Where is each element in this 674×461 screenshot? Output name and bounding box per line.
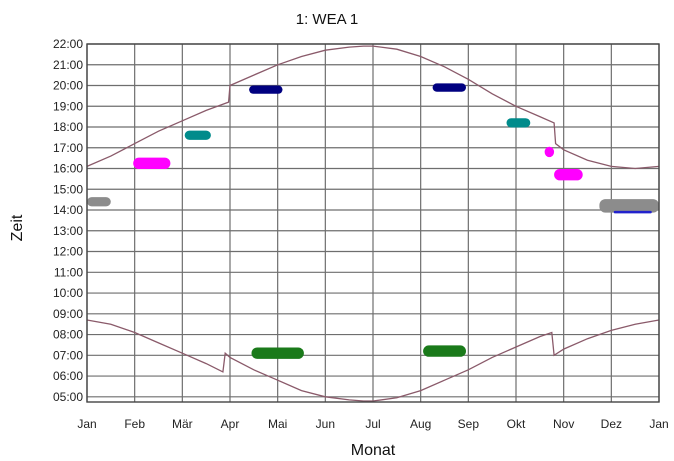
grid xyxy=(86,43,660,402)
chart-title: 1: WEA 1 xyxy=(296,11,359,28)
x-tick-label: Mär xyxy=(172,417,193,431)
y-tick-label: 07:00 xyxy=(53,348,83,362)
y-tick-label: 15:00 xyxy=(53,182,83,196)
y-axis-label: Zeit xyxy=(9,214,26,241)
shadow-blob-magenta xyxy=(544,146,555,158)
y-tick-labels: 22:00 21:00 20:00 19:00 18:00 17:00 16:00 15:00… xyxy=(53,37,83,404)
y-tick-label: 10:00 xyxy=(53,286,83,300)
shadow-blob-teal xyxy=(506,118,531,128)
x-tick-label: Jun xyxy=(316,417,335,431)
shadow-blob-magenta xyxy=(133,157,171,169)
shadow-blob-green xyxy=(423,345,466,357)
y-tick-label: 12:00 xyxy=(53,245,83,259)
y-tick-label: 08:00 xyxy=(53,328,83,342)
x-tick-label: Sep xyxy=(458,417,480,431)
shadow-blob-navy xyxy=(432,83,466,92)
shadow-blob-gray xyxy=(87,197,111,207)
shadow-periods xyxy=(87,83,659,359)
y-tick-label: 14:00 xyxy=(53,203,83,217)
y-tick-label: 22:00 xyxy=(53,37,83,51)
plot-border xyxy=(86,43,660,403)
shadow-blob-blue xyxy=(613,210,652,214)
x-tick-label: Feb xyxy=(124,417,145,431)
y-tick-label: 20:00 xyxy=(53,79,83,93)
y-tick-label: 18:00 xyxy=(53,120,83,134)
x-tick-labels: Jan Feb Mär Apr Mai Jun Jul Aug Sep Okt Nov Dez Jan xyxy=(77,417,668,431)
y-tick-label: 06:00 xyxy=(53,369,83,383)
x-tick-label: Okt xyxy=(507,417,526,431)
x-tick-label: Nov xyxy=(553,417,574,431)
shadow-blob-green xyxy=(251,347,304,359)
y-tick-label: 05:00 xyxy=(53,390,83,404)
x-tick-label: Jul xyxy=(365,417,380,431)
shadow-blob-magenta xyxy=(554,169,583,181)
shadow-blob-teal xyxy=(184,130,211,140)
y-tick-label: 19:00 xyxy=(53,99,83,113)
y-tick-label: 17:00 xyxy=(53,141,83,155)
shadow-blob-navy xyxy=(249,85,283,94)
shadow-blob-gray xyxy=(599,199,659,213)
x-axis-label: Monat xyxy=(351,442,396,459)
x-tick-label: Jan xyxy=(649,417,668,431)
y-tick-label: 16:00 xyxy=(53,162,83,176)
x-tick-label: Dez xyxy=(601,417,622,431)
y-tick-label: 09:00 xyxy=(53,307,83,321)
x-tick-label: Mai xyxy=(268,417,287,431)
x-tick-label: Jan xyxy=(77,417,96,431)
curves xyxy=(86,45,660,402)
y-tick-label: 11:00 xyxy=(54,265,83,279)
x-tick-label: Aug xyxy=(410,417,431,431)
x-tick-label: Apr xyxy=(221,417,240,431)
plot-frame xyxy=(86,43,660,403)
y-tick-label: 13:00 xyxy=(53,224,83,238)
sunrise-curve xyxy=(86,319,660,402)
y-tick-label: 21:00 xyxy=(53,58,83,72)
sunset-curve xyxy=(86,45,660,170)
